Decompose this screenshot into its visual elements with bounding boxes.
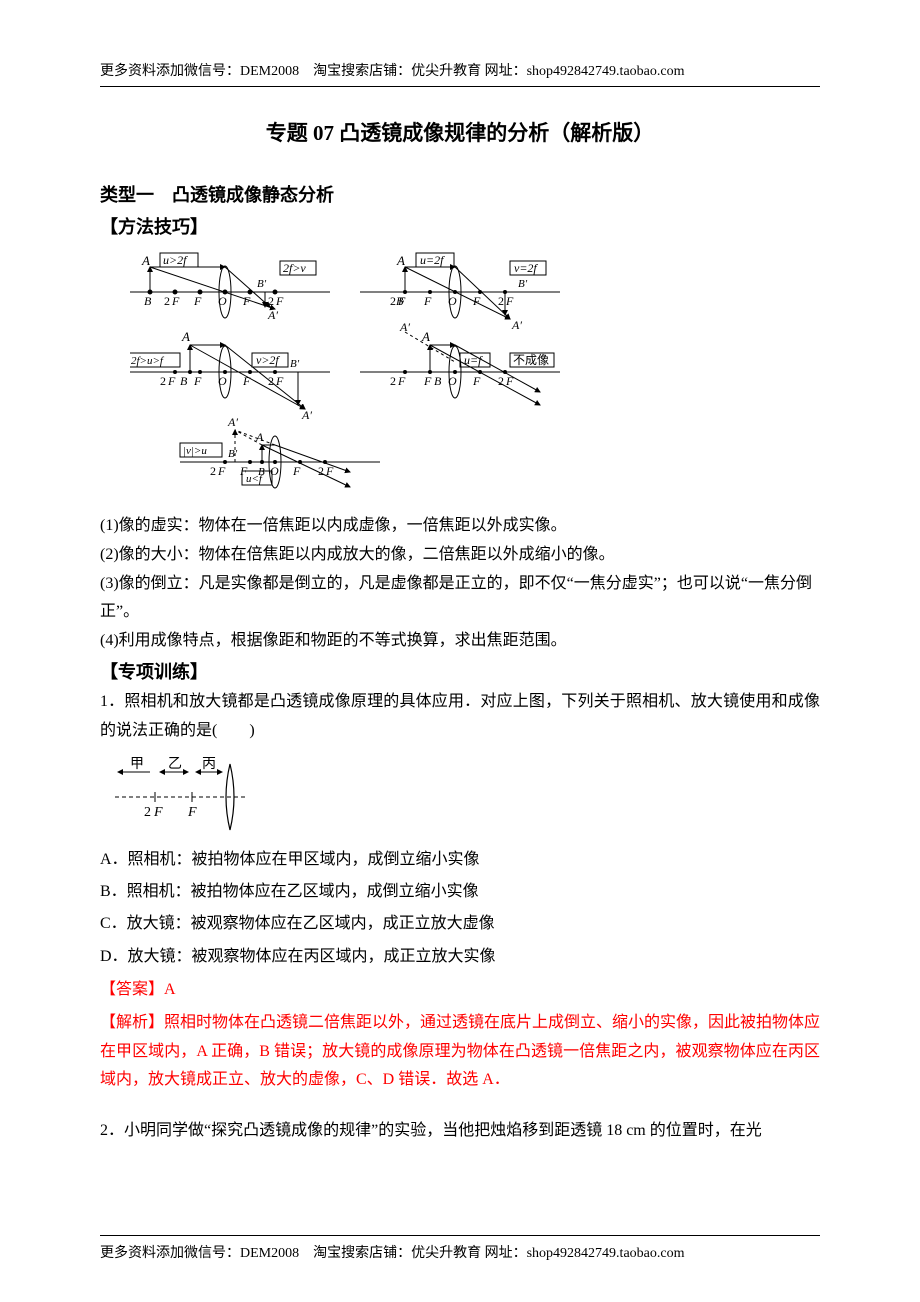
svg-text:F: F (217, 464, 226, 478)
svg-text:F: F (153, 805, 163, 820)
svg-text:F: F (275, 294, 284, 308)
svg-text:B′: B′ (257, 278, 267, 290)
svg-text:O: O (218, 294, 227, 308)
svg-text:F: F (187, 805, 197, 820)
training-label: 【专项训练】 (100, 658, 820, 684)
rule-2: (2)像的大小：物体在倍焦距以内成放大的像，二倍焦距以外成缩小的像。 (100, 541, 820, 568)
svg-text:O: O (218, 374, 227, 388)
q1-option-a: A．照相机：被拍物体应在甲区域内，成倒立缩小实像 (100, 845, 820, 875)
svg-text:F: F (242, 294, 251, 308)
svg-text:2: 2 (210, 464, 216, 478)
svg-text:F: F (171, 294, 180, 308)
page-title: 专题 07 凸透镜成像规律的分析（解析版） (100, 117, 820, 147)
svg-text:2f>u>f: 2f>u>f (131, 355, 165, 367)
q1-explain: 【解析】照相时物体在凸透镜二倍焦距以外，通过透镜在底片上成倒立、缩小的实像，因此… (100, 1009, 820, 1095)
svg-text:B: B (180, 374, 188, 388)
svg-text:2: 2 (160, 374, 166, 388)
q1-stem: 1．照相机和放大镜都是凸透镜成像原理的具体应用．对应上图，下列关于照相机、放大镜… (100, 688, 820, 746)
svg-text:A: A (421, 329, 430, 344)
svg-text:B: B (258, 466, 265, 478)
svg-text:2: 2 (498, 294, 504, 308)
svg-text:A: A (141, 253, 150, 268)
svg-text:A: A (255, 430, 264, 444)
svg-text:A: A (396, 253, 405, 268)
svg-text:丙: 丙 (202, 757, 216, 772)
svg-text:A′: A′ (511, 318, 522, 332)
lens-diagram-main: A u>2f 2f>v B 2F F O F 2F B′ A′ (130, 247, 820, 502)
svg-text:F: F (472, 294, 481, 308)
method-label: 【方法技巧】 (100, 213, 820, 239)
svg-text:|v|>u: |v|>u (183, 445, 207, 457)
svg-text:乙: 乙 (168, 756, 182, 772)
svg-text:F: F (397, 374, 406, 388)
svg-text:F: F (423, 374, 432, 388)
rule-1: (1)像的虚实：物体在一倍焦距以内成虚像，一倍焦距以外成实像。 (100, 512, 820, 539)
svg-text:B′: B′ (290, 358, 300, 370)
svg-text:F: F (423, 294, 432, 308)
svg-text:v>2f: v>2f (256, 353, 280, 367)
svg-text:u=f: u=f (464, 353, 483, 367)
svg-text:2: 2 (268, 374, 274, 388)
q1-option-d: D．放大镜：被观察物体应在丙区域内，成正立放大实像 (100, 942, 820, 972)
svg-text:A: A (181, 329, 190, 344)
section-heading-type1: 类型一 凸透镜成像静态分析 (100, 181, 820, 207)
svg-text:F: F (325, 464, 334, 478)
svg-text:u=2f: u=2f (420, 253, 445, 267)
q1-answer: 【答案】A (100, 976, 820, 1005)
q1-diagram: 甲 乙 丙 2F F (110, 752, 820, 837)
svg-text:F: F (472, 374, 481, 388)
svg-text:不成像: 不成像 (513, 353, 549, 367)
rule-4: (4)利用成像特点，根据像距和物距的不等式换算，求出焦距范围。 (100, 627, 820, 654)
svg-text:F: F (167, 374, 176, 388)
svg-text:B: B (144, 294, 152, 308)
svg-text:2: 2 (318, 464, 324, 478)
rule-3: (3)像的倒立：凡是实像都是倒立的，凡是虚像都是正立的，即不仅“一焦分虚实”；也… (100, 570, 820, 624)
svg-text:2: 2 (144, 805, 151, 820)
svg-text:A′: A′ (267, 308, 278, 322)
svg-text:v=2f: v=2f (514, 261, 538, 275)
svg-text:2: 2 (498, 374, 504, 388)
svg-text:F: F (505, 294, 514, 308)
svg-text:F: F (242, 374, 251, 388)
svg-text:O: O (270, 464, 279, 478)
svg-text:甲: 甲 (130, 757, 144, 772)
svg-text:F: F (397, 294, 406, 308)
svg-text:F: F (193, 294, 202, 308)
svg-text:O: O (448, 294, 457, 308)
svg-text:2: 2 (268, 294, 274, 308)
svg-text:F: F (292, 464, 301, 478)
svg-text:A′: A′ (301, 408, 312, 422)
svg-text:F: F (193, 374, 202, 388)
svg-text:2f>v: 2f>v (283, 261, 306, 275)
svg-text:A′: A′ (399, 320, 410, 334)
svg-text:B: B (434, 374, 442, 388)
q2-stem: 2．小明同学做“探究凸透镜成像的规律”的实验，当他把烛焰移到距透镜 18 cm … (100, 1117, 820, 1146)
q1-option-b: B．照相机：被拍物体应在乙区域内，成倒立缩小实像 (100, 877, 820, 907)
svg-text:2: 2 (390, 374, 396, 388)
svg-text:B′: B′ (228, 448, 238, 460)
svg-text:F: F (275, 374, 284, 388)
svg-text:u>2f: u>2f (163, 253, 188, 267)
svg-text:2: 2 (164, 294, 170, 308)
page-header: 更多资料添加微信号：DEM2008 淘宝搜索店铺：优尖升教育 网址：shop49… (100, 60, 820, 87)
svg-text:O: O (448, 374, 457, 388)
svg-text:B′: B′ (518, 278, 528, 290)
q1-option-c: C．放大镜：被观察物体应在乙区域内，成正立放大虚像 (100, 909, 820, 939)
svg-text:F: F (239, 464, 248, 478)
svg-text:F: F (505, 374, 514, 388)
page-footer: 更多资料添加微信号：DEM2008 淘宝搜索店铺：优尖升教育 网址：shop49… (100, 1235, 820, 1262)
svg-text:2: 2 (390, 294, 396, 308)
svg-text:A′: A′ (227, 415, 238, 429)
